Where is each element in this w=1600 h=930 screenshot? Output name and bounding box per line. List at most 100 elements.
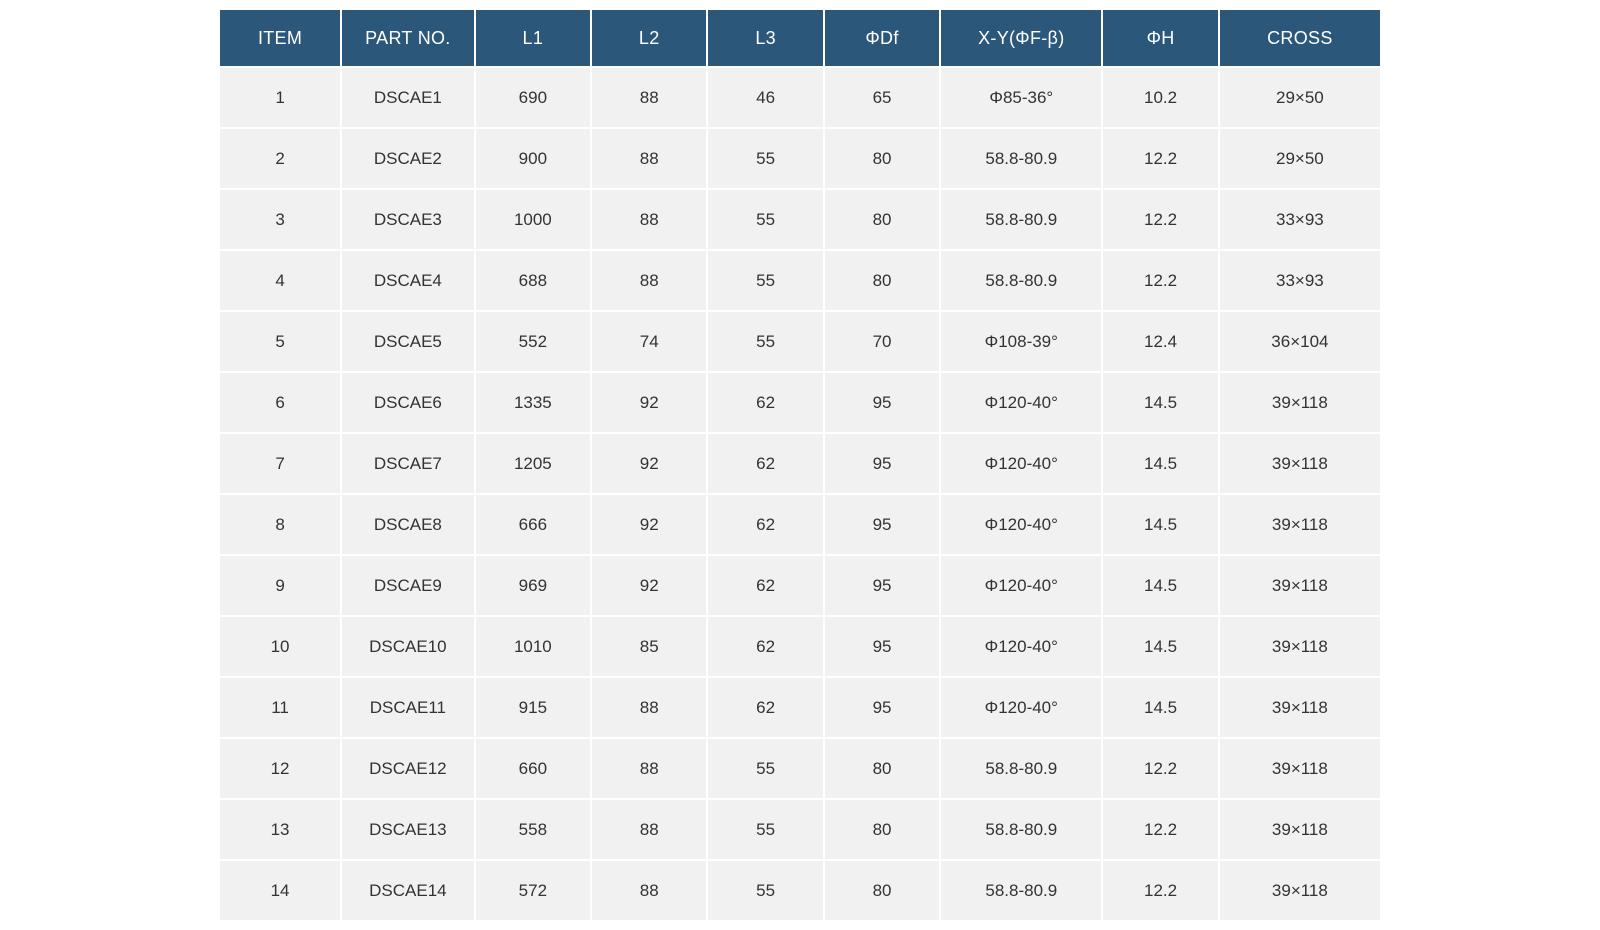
cell-l2: 88 bbox=[592, 861, 706, 920]
cell-xy: 58.8-80.9 bbox=[941, 739, 1101, 798]
cell-l1: 1335 bbox=[476, 373, 590, 432]
cell-l3: 55 bbox=[708, 739, 822, 798]
cell-cross: 39×118 bbox=[1220, 434, 1380, 493]
cell-part: DSCAE6 bbox=[342, 373, 474, 432]
cell-ph: 12.2 bbox=[1103, 861, 1217, 920]
cell-item: 1 bbox=[220, 68, 340, 127]
cell-part: DSCAE13 bbox=[342, 800, 474, 859]
cell-xy: 58.8-80.9 bbox=[941, 800, 1101, 859]
cell-df: 95 bbox=[825, 617, 939, 676]
cell-xy: 58.8-80.9 bbox=[941, 129, 1101, 188]
cell-item: 3 bbox=[220, 190, 340, 249]
cell-item: 14 bbox=[220, 861, 340, 920]
cell-part: DSCAE11 bbox=[342, 678, 474, 737]
cell-df: 95 bbox=[825, 434, 939, 493]
table-row: 12DSCAE1266088558058.8-80.912.239×118 bbox=[220, 739, 1380, 798]
cell-xy: Φ120-40° bbox=[941, 434, 1101, 493]
cell-l2: 92 bbox=[592, 373, 706, 432]
cell-part: DSCAE1 bbox=[342, 68, 474, 127]
cell-xy: Φ120-40° bbox=[941, 556, 1101, 615]
cell-l1: 969 bbox=[476, 556, 590, 615]
cell-xy: 58.8-80.9 bbox=[941, 861, 1101, 920]
header-row: ITEMPART NO.L1L2L3ΦDfX-Y(ΦF-β)ΦHCROSS bbox=[220, 10, 1380, 66]
cell-xy: Φ120-40° bbox=[941, 617, 1101, 676]
cell-ph: 14.5 bbox=[1103, 617, 1217, 676]
cell-l1: 688 bbox=[476, 251, 590, 310]
cell-item: 9 bbox=[220, 556, 340, 615]
cell-l1: 690 bbox=[476, 68, 590, 127]
cell-l1: 1010 bbox=[476, 617, 590, 676]
parts-table-container: ITEMPART NO.L1L2L3ΦDfX-Y(ΦF-β)ΦHCROSS 1D… bbox=[218, 8, 1382, 922]
cell-ph: 14.5 bbox=[1103, 678, 1217, 737]
cell-item: 5 bbox=[220, 312, 340, 371]
cell-xy: Φ120-40° bbox=[941, 495, 1101, 554]
cell-xy: Φ120-40° bbox=[941, 678, 1101, 737]
cell-part: DSCAE10 bbox=[342, 617, 474, 676]
cell-l2: 88 bbox=[592, 739, 706, 798]
cell-cross: 39×118 bbox=[1220, 678, 1380, 737]
cell-xy: Φ85-36° bbox=[941, 68, 1101, 127]
cell-cross: 39×118 bbox=[1220, 739, 1380, 798]
cell-cross: 36×104 bbox=[1220, 312, 1380, 371]
cell-l3: 55 bbox=[708, 312, 822, 371]
cell-df: 80 bbox=[825, 861, 939, 920]
col-header-df: ΦDf bbox=[825, 10, 939, 66]
cell-df: 95 bbox=[825, 678, 939, 737]
cell-cross: 33×93 bbox=[1220, 251, 1380, 310]
cell-l3: 62 bbox=[708, 617, 822, 676]
cell-part: DSCAE12 bbox=[342, 739, 474, 798]
cell-l2: 74 bbox=[592, 312, 706, 371]
cell-cross: 39×118 bbox=[1220, 373, 1380, 432]
col-header-ph: ΦH bbox=[1103, 10, 1217, 66]
cell-cross: 39×118 bbox=[1220, 617, 1380, 676]
cell-df: 95 bbox=[825, 495, 939, 554]
table-row: 13DSCAE1355888558058.8-80.912.239×118 bbox=[220, 800, 1380, 859]
table-row: 4DSCAE468888558058.8-80.912.233×93 bbox=[220, 251, 1380, 310]
cell-l3: 62 bbox=[708, 556, 822, 615]
cell-item: 13 bbox=[220, 800, 340, 859]
cell-l2: 88 bbox=[592, 800, 706, 859]
cell-l1: 660 bbox=[476, 739, 590, 798]
cell-part: DSCAE7 bbox=[342, 434, 474, 493]
cell-cross: 39×118 bbox=[1220, 495, 1380, 554]
cell-l3: 62 bbox=[708, 678, 822, 737]
cell-part: DSCAE14 bbox=[342, 861, 474, 920]
cell-l2: 88 bbox=[592, 68, 706, 127]
cell-cross: 29×50 bbox=[1220, 68, 1380, 127]
cell-part: DSCAE8 bbox=[342, 495, 474, 554]
cell-part: DSCAE3 bbox=[342, 190, 474, 249]
cell-item: 6 bbox=[220, 373, 340, 432]
cell-item: 4 bbox=[220, 251, 340, 310]
cell-l2: 92 bbox=[592, 495, 706, 554]
cell-l1: 900 bbox=[476, 129, 590, 188]
cell-df: 65 bbox=[825, 68, 939, 127]
cell-ph: 12.2 bbox=[1103, 739, 1217, 798]
table-row: 5DSCAE5552745570Φ108-39°12.436×104 bbox=[220, 312, 1380, 371]
col-header-xy: X-Y(ΦF-β) bbox=[941, 10, 1101, 66]
col-header-part: PART NO. bbox=[342, 10, 474, 66]
col-header-l3: L3 bbox=[708, 10, 822, 66]
cell-df: 95 bbox=[825, 556, 939, 615]
table-body: 1DSCAE1690884665Φ85-36°10.229×502DSCAE29… bbox=[220, 68, 1380, 920]
cell-part: DSCAE2 bbox=[342, 129, 474, 188]
cell-part: DSCAE5 bbox=[342, 312, 474, 371]
table-row: 10DSCAE101010856295Φ120-40°14.539×118 bbox=[220, 617, 1380, 676]
cell-ph: 14.5 bbox=[1103, 495, 1217, 554]
cell-df: 80 bbox=[825, 251, 939, 310]
cell-l2: 88 bbox=[592, 129, 706, 188]
cell-l1: 552 bbox=[476, 312, 590, 371]
cell-item: 7 bbox=[220, 434, 340, 493]
table-row: 3DSCAE3100088558058.8-80.912.233×93 bbox=[220, 190, 1380, 249]
cell-l1: 1205 bbox=[476, 434, 590, 493]
col-header-l2: L2 bbox=[592, 10, 706, 66]
cell-cross: 33×93 bbox=[1220, 190, 1380, 249]
cell-ph: 12.2 bbox=[1103, 800, 1217, 859]
cell-l1: 572 bbox=[476, 861, 590, 920]
cell-xy: Φ108-39° bbox=[941, 312, 1101, 371]
cell-xy: 58.8-80.9 bbox=[941, 251, 1101, 310]
cell-xy: 58.8-80.9 bbox=[941, 190, 1101, 249]
cell-ph: 14.5 bbox=[1103, 373, 1217, 432]
table-row: 7DSCAE71205926295Φ120-40°14.539×118 bbox=[220, 434, 1380, 493]
cell-ph: 14.5 bbox=[1103, 556, 1217, 615]
cell-l2: 92 bbox=[592, 434, 706, 493]
